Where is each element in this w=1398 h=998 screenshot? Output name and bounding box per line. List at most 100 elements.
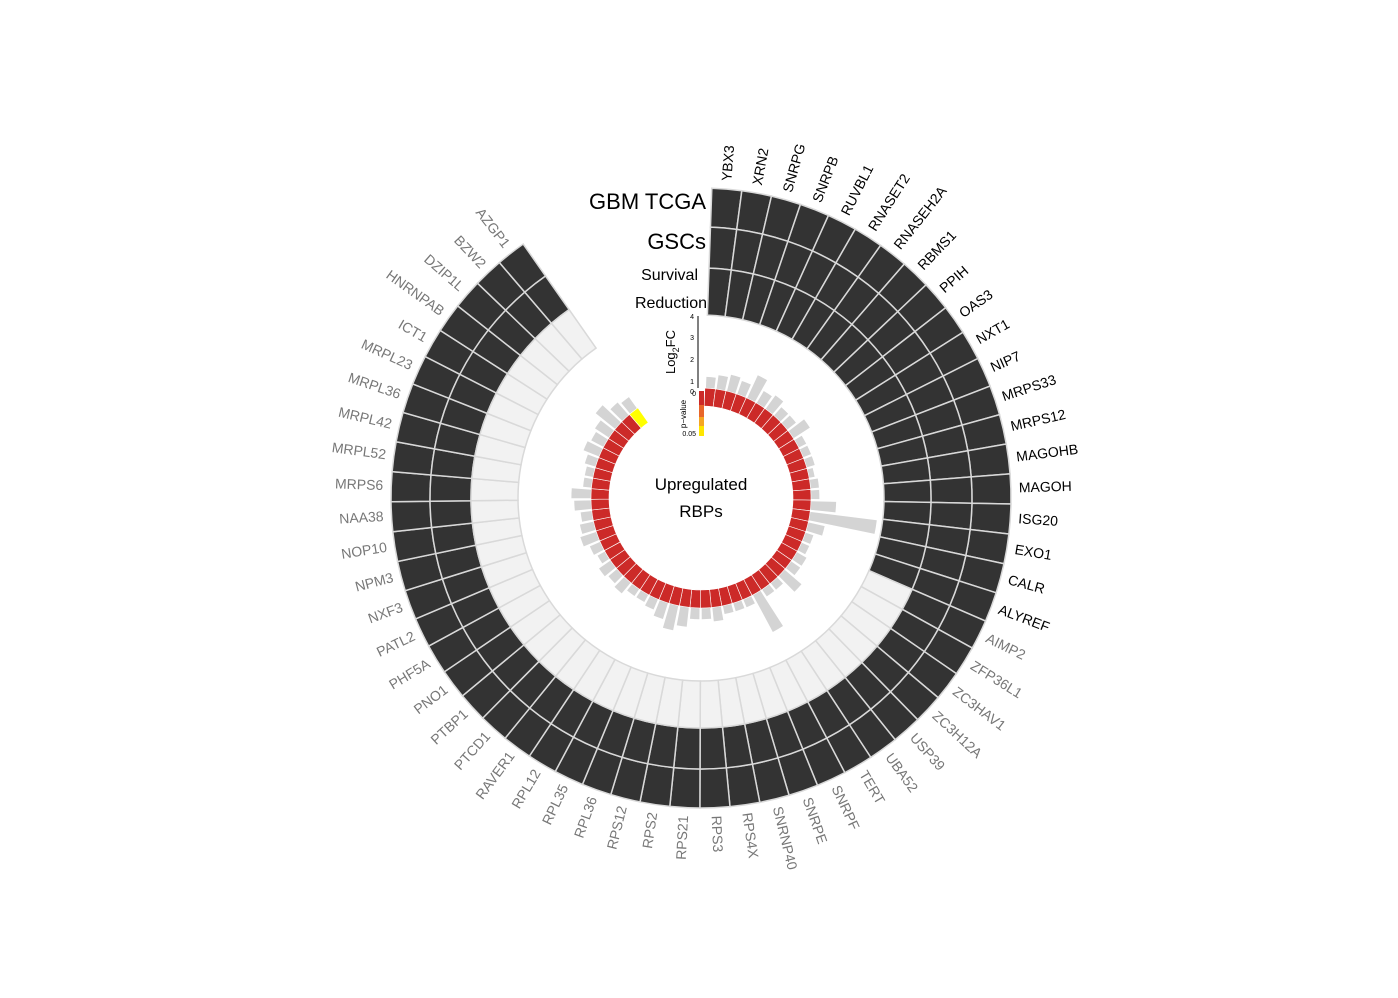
log2fc-bar [752,590,783,632]
gene-label: PTBP1 [427,706,471,748]
gene-label: MAGOHB [1015,441,1079,465]
log2fc-bar [689,607,700,620]
log2fc-bar [584,454,599,467]
log2fc-bar [770,577,783,590]
chart-marks [390,187,1012,809]
gene-label: RPL35 [539,781,572,827]
log2fc-bar [608,569,623,584]
pvalue-cell [792,489,812,501]
pvalue-cell [629,407,649,429]
pvalue-cell [590,488,610,500]
survival-cell [882,479,932,504]
log2fc-bar [802,532,814,544]
gene-label: SNRPF [829,783,863,833]
track-label-gbm-tcga: GBM TCGA [589,189,706,214]
log2fc-bar [808,511,877,534]
tcga-cell [699,766,731,809]
p-tick-label: 0.05 [682,431,696,438]
log2fc-bar [810,489,820,500]
pvalue-axis-title: p−value [679,399,688,428]
center-label-upregulated: Upregulated [655,475,748,494]
log2fc-bar [579,521,596,534]
gene-label: TERT [856,768,888,808]
gene-label: PTCD1 [451,728,494,773]
log2fc-bar [727,374,741,394]
log2fc-bar [584,466,595,477]
gene-label: MRPL52 [331,439,387,462]
gene-label: RAVER1 [472,748,518,802]
tcga-cell [969,502,1012,535]
log2fc-bar [733,600,745,612]
log2fc-bar [788,419,810,439]
log2fc-bar [583,477,593,488]
gene-label: AZGP1 [473,205,514,251]
gscs-cell [929,476,973,504]
gene-label: RBMS1 [914,227,959,273]
gene-label: MRPS12 [1009,406,1067,434]
log2fc-bar [676,606,689,627]
tcga-cell [390,500,433,533]
log2fc-bar [595,420,615,438]
log2fc-bar [701,607,712,620]
gene-label: MAGOH [1019,478,1072,496]
tcga-cell [668,766,701,809]
gene-label: RPL12 [508,766,544,811]
gene-label: PHF5A [386,655,433,692]
log2fc-bar [589,541,604,555]
gene-label: OAS3 [956,286,996,321]
gene-label: ZFP36L1 [968,657,1026,701]
log2fc-bar [571,488,592,499]
log2fc-axis: 4 3 2 1 0 Log2FC [663,314,699,396]
gene-label: NOP10 [340,539,388,562]
log2fc-bar [807,467,815,478]
p-tick-label: 0 [692,391,696,398]
gene-label: MRPL23 [359,336,415,373]
fc-tick-label: 0 [690,389,694,396]
gene-label: PATL2 [374,628,418,660]
gene-label: RPS2 [639,811,660,850]
gene-label: PPIH [936,262,971,295]
log2fc-bar [662,603,679,631]
fc-tick-label: 3 [690,335,694,342]
gene-label: MRPS6 [335,475,384,493]
gscs-cell [429,474,473,503]
gene-label: SNRPG [779,142,808,194]
gene-label: EXO1 [1014,541,1054,563]
gene-label: MRPS33 [1000,371,1058,404]
gene-label: ISG20 [1018,510,1059,529]
gene-label: XRN2 [749,147,771,187]
fc-tick-label: 2 [690,357,694,364]
gene-label: UBA52 [882,750,921,795]
gene-label: MRPL42 [337,404,394,432]
pvalue-cell [590,498,610,511]
gene-label: SNRPB [809,154,842,205]
log2fc-bar [599,560,616,577]
log2fc-bar [580,511,594,522]
track-label-reduction: Reduction [635,295,707,312]
log2fc-axis-title: Log2FC [663,330,681,374]
log2fc-bar [765,395,784,415]
log2fc-bar [645,595,658,610]
log2fc-bar [705,376,716,389]
log2fc-bar [797,542,810,555]
log2fc-bar [785,561,801,576]
gene-label: NAA38 [339,508,384,527]
log2fc-bar [803,456,815,468]
track-label-survival: Survival [641,267,698,284]
gene-label: NPM3 [353,569,395,594]
pvalue-cell [700,589,712,609]
tcga-cell [966,443,1011,478]
fc-tick-label: 4 [690,314,694,321]
gscs-cell [699,726,728,770]
gene-label: ALYREF [996,601,1052,635]
gene-label: NXF3 [366,599,405,626]
log2fc-bar [810,501,837,513]
log2fc-bar [595,405,621,429]
log2fc-bar [621,397,638,414]
gene-label: RPS21 [673,815,691,860]
gene-label: ICT1 [396,316,430,345]
log2fc-bar [809,478,819,489]
track-label-gscs: GSCs [647,229,706,254]
gene-label: DZIP1L [421,251,467,294]
